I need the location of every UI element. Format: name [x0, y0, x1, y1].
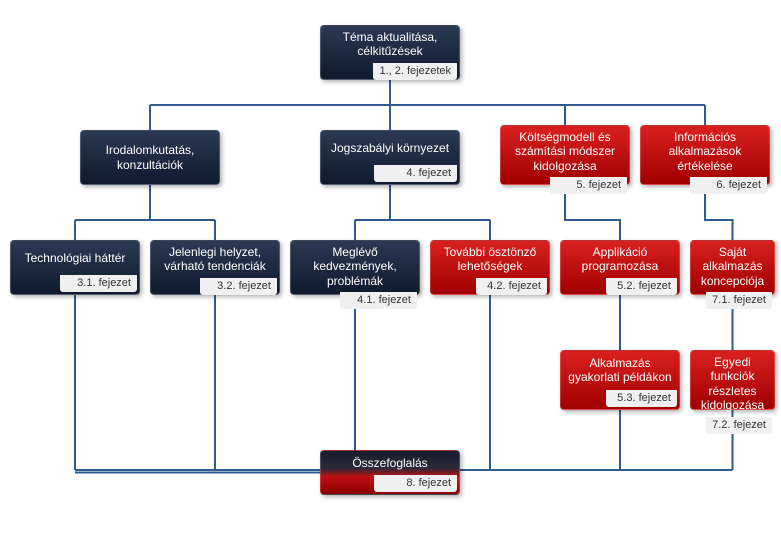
node-chapter: 5.3. fejezet [606, 390, 677, 407]
node-root: Téma aktualitása, célkitűzések1., 2. fej… [320, 25, 460, 80]
node-title: További ösztönző lehetőségek [431, 241, 549, 278]
node-chapter: 7.2. fejezet [706, 417, 772, 434]
node-cost: Költségmodell és számítási módszer kidol… [500, 125, 630, 185]
node-chapter: 7.1. fejezet [706, 292, 772, 309]
node-info: Információs alkalmazások értékelése6. fe… [640, 125, 770, 185]
node-exist: Meglévő kedvezmények, problémák4.1. feje… [290, 240, 420, 295]
node-title: Költségmodell és számítási módszer kidol… [501, 126, 629, 177]
node-title: Egyedi funkciók részletes kidolgozása [691, 351, 774, 417]
node-title: Jogszabályi környezet [321, 131, 459, 165]
node-lit: Irodalomkutatás, konzultációk [80, 130, 220, 185]
node-prac: Alkalmazás gyakorlati példákon5.3. fejez… [560, 350, 680, 410]
node-title: Összefoglalás [321, 451, 459, 475]
node-chapter: 3.1. fejezet [60, 275, 137, 292]
node-chapter: 4.2. fejezet [476, 278, 547, 295]
node-law: Jogszabályi környezet4. fejezet [320, 130, 460, 185]
node-chapter: 8. fejezet [374, 475, 457, 492]
node-chapter: 5. fejezet [550, 177, 627, 194]
node-chapter: 6. fejezet [690, 177, 767, 194]
node-func: Egyedi funkciók részletes kidolgozása7.2… [690, 350, 775, 410]
node-own: Saját alkalmazás koncepciója7.1. fejezet [690, 240, 775, 295]
node-title: Jelenlegi helyzet, várható tendenciák [151, 241, 279, 278]
node-chapter: 4.1. fejezet [340, 292, 417, 309]
node-chapter: 5.2. fejezet [606, 278, 677, 295]
node-title: Alkalmazás gyakorlati példákon [561, 351, 679, 390]
node-title: Saját alkalmazás koncepciója [691, 241, 774, 292]
node-title: Információs alkalmazások értékelése [641, 126, 769, 177]
node-title: Applikáció programozása [561, 241, 679, 278]
node-title: Technológiai háttér [11, 241, 139, 275]
node-chapter: 4. fejezet [374, 165, 457, 182]
node-title: Irodalomkutatás, konzultációk [81, 131, 219, 184]
node-chapter: 3.2. fejezet [200, 278, 277, 295]
node-title: Téma aktualitása, célkitűzések [321, 26, 459, 63]
node-sum: Összefoglalás8. fejezet [320, 450, 460, 495]
node-title: Meglévő kedvezmények, problémák [291, 241, 419, 292]
node-chapter: 1., 2. fejezetek [373, 63, 457, 80]
node-trend: Jelenlegi helyzet, várható tendenciák3.2… [150, 240, 280, 295]
node-tech: Technológiai háttér3.1. fejezet [10, 240, 140, 295]
node-incent: További ösztönző lehetőségek4.2. fejezet [430, 240, 550, 295]
node-app: Applikáció programozása5.2. fejezet [560, 240, 680, 295]
